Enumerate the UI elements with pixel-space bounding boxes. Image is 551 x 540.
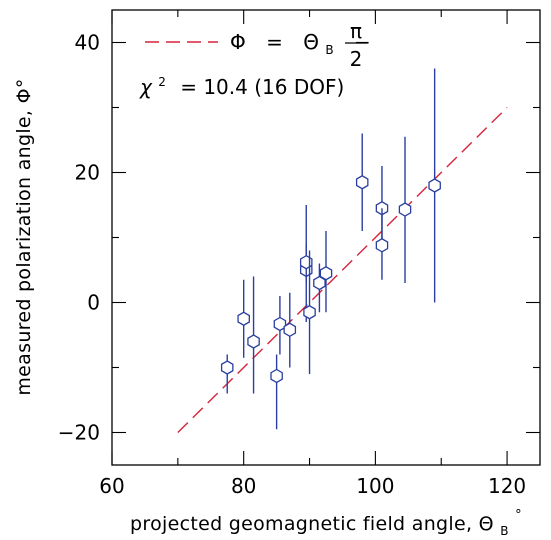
plot-frame [111, 9, 541, 466]
data-points [220, 68, 441, 430]
x-tick-label: 60 [99, 474, 124, 498]
data-point [355, 174, 369, 190]
legend-theta: Θ [303, 30, 319, 54]
legend-theta-sub: B [325, 43, 333, 57]
axis-ticks [111, 10, 540, 465]
data-point [398, 202, 412, 217]
y-tick-label: −20 [58, 421, 100, 445]
legend-minus: − [354, 30, 371, 54]
chi-superscript: 2 [158, 75, 166, 89]
y-axis-label: measured polarization angle, Φ° [13, 78, 35, 395]
x-tick-label: 80 [231, 474, 256, 498]
data-point [237, 311, 250, 327]
data-point [247, 334, 260, 349]
chi-squared-annotation: χ 2 = 10.4 (16 DOF) [139, 67, 344, 99]
data-point [273, 316, 287, 332]
x-tick-label: 100 [356, 474, 394, 498]
y-tick-label: 40 [75, 31, 100, 55]
x-axis-label-sub: B [500, 524, 509, 538]
x-axis-label-main: projected geomagnetic field angle, Θ [130, 513, 494, 535]
chi-text: = 10.4 (16 DOF) [180, 75, 344, 99]
legend-equals: = [266, 30, 283, 54]
data-point [270, 368, 283, 384]
data-point [428, 178, 441, 193]
data-point [283, 322, 297, 338]
data-point [303, 304, 316, 320]
axis-tick-labels: 60 80 100 120 −20 0 20 40 [58, 31, 526, 499]
data-point [375, 238, 389, 253]
y-tick-label: 20 [75, 161, 100, 185]
x-tick-label: 120 [488, 474, 526, 498]
legend-frac-den: 2 [350, 47, 363, 71]
data-point [220, 360, 234, 375]
fit-line [177, 107, 508, 433]
legend: Φ = Θ B − π 2 [145, 19, 371, 71]
legend-frac-num: π [350, 19, 362, 43]
x-axis-label: projected geomagnetic field angle, Θ B ° [130, 508, 522, 540]
y-tick-label: 0 [87, 291, 100, 315]
data-point [319, 265, 333, 281]
legend-formula: Φ = Θ B − [230, 30, 371, 59]
legend-phi: Φ [230, 30, 246, 54]
chi-symbol: χ [139, 75, 153, 99]
x-axis-label-sup: ° [515, 508, 522, 523]
